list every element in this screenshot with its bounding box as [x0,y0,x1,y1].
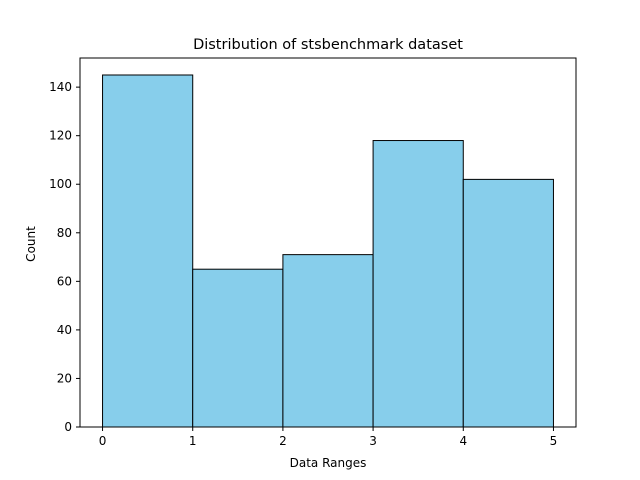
histogram-bar-0 [102,74,194,428]
x-tick-label-4: 4 [459,434,467,448]
x-tick-label-5: 5 [550,434,558,448]
histogram-bar-3 [372,140,464,428]
x-tick-label-0: 0 [99,434,107,448]
axes-frame [79,57,577,428]
chart-title: Distribution of stsbenchmark dataset [193,37,463,53]
x-tick-label-1: 1 [189,434,197,448]
histogram-bar-1 [192,268,284,428]
y-tick-label-5: 100 [49,177,72,191]
x-tick-label-3: 3 [369,434,377,448]
y-tick-label-0: 0 [64,420,72,434]
y-tick-label-1: 20 [57,371,72,385]
y-tick-label-3: 60 [57,274,72,288]
x-axis-ticks: 0 1 2 3 4 5 [99,427,558,448]
histogram-bar-4 [462,178,554,428]
bars-group [102,74,554,428]
y-axis-ticks: 0 20 40 60 80 100 120 140 [49,80,80,434]
y-tick-label-4: 80 [57,226,72,240]
y-tick-label-2: 40 [57,323,72,337]
x-axis-label: Data Ranges [290,456,367,470]
y-tick-label-6: 120 [49,129,72,143]
histogram-bar-2 [282,254,374,428]
y-tick-label-7: 140 [49,80,72,94]
x-tick-label-2: 2 [279,434,287,448]
y-axis-label: Count [24,226,38,262]
